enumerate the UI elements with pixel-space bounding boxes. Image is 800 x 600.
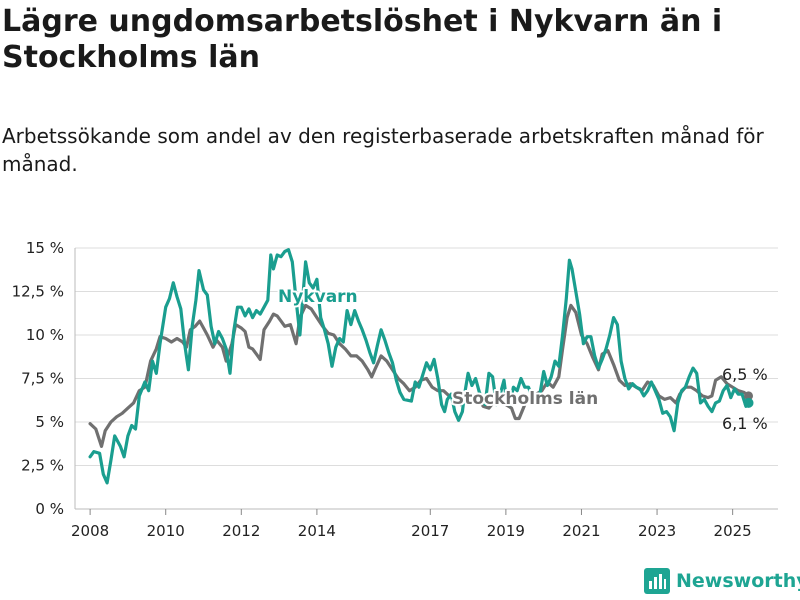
y-tick-label: 0 % <box>35 500 64 518</box>
gridlines <box>74 247 778 510</box>
end-point-stockholms-lan <box>744 391 754 401</box>
y-tick-label: 5 % <box>35 413 64 431</box>
y-tick-label: 10 % <box>26 326 64 344</box>
end-label-nykvarn: 6,1 % <box>722 414 768 433</box>
y-tick-label: 7,5 % <box>21 370 64 388</box>
y-tick-label: 12,5 % <box>12 283 64 301</box>
x-axis: 2008 2010 2012 2014 2017 2019 2021 2023 2025 <box>71 509 752 540</box>
y-tick-label: 15 % <box>26 239 64 257</box>
x-tick-label: 2008 <box>71 522 109 540</box>
series-label-nykvarn: Nykvarn <box>278 287 358 307</box>
chart-title: Lägre ungdomsarbetslöshet i Nykvarn än i… <box>2 4 723 75</box>
x-tick-label: 2012 <box>222 522 260 540</box>
series-line-nykvarn <box>88 248 751 485</box>
x-tick-label: 2025 <box>714 522 752 540</box>
x-tick-label: 2010 <box>147 522 185 540</box>
series-labels: 6,5 % 6,1 % Nykvarn Stockholms län <box>276 285 768 433</box>
end-point-nykvarn <box>743 397 754 408</box>
bar-chart-icon <box>644 568 670 594</box>
chart-subtitle: Arbetssökande som andel av den registerb… <box>2 124 764 176</box>
x-tick-label: 2021 <box>562 522 600 540</box>
x-tick-label: 2023 <box>638 522 676 540</box>
series-label-stockholms-lan: Stockholms län <box>452 389 598 409</box>
series-line-stockholms-lan <box>88 303 751 448</box>
series-lines <box>88 248 754 485</box>
y-tick-label: 2,5 % <box>21 457 64 475</box>
logo-text: Newsworthy <box>676 570 800 592</box>
newsworthy-logo: Newsworthy <box>644 568 800 594</box>
x-tick-label: 2019 <box>487 522 525 540</box>
end-label-stockholms-lan: 6,5 % <box>722 365 768 384</box>
x-tick-label: 2014 <box>298 522 336 540</box>
x-tick-label: 2017 <box>411 522 449 540</box>
y-axis: 0 % 2,5 % 5 % 7,5 % 10 % 12,5 % 15 % <box>12 239 64 518</box>
